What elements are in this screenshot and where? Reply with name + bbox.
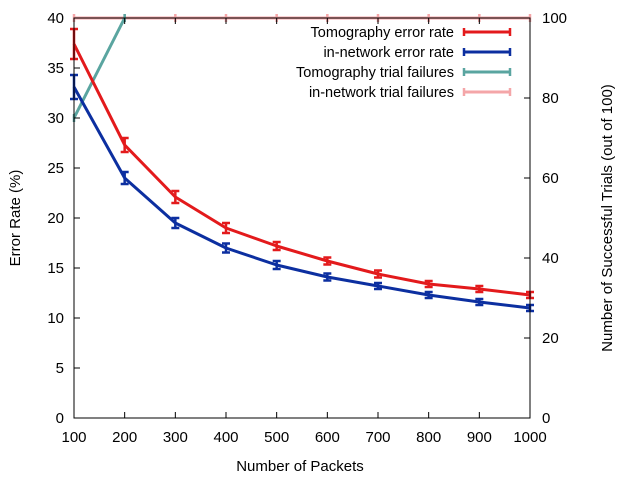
y-tick-label: 40: [47, 10, 64, 27]
data-point: [323, 256, 332, 266]
series-line: [72, 43, 531, 297]
x-axis-title: Number of Packets: [236, 458, 364, 475]
data-point: [424, 290, 433, 300]
x-tick-label: 800: [416, 429, 441, 446]
y-tick-label: 5: [56, 360, 64, 377]
data-point: [120, 170, 129, 186]
data-point: [272, 259, 281, 271]
data-point: [424, 279, 433, 289]
axis-ticks: 100 200 300 400 500 600 700 800 900 1000051015202…: [47, 10, 567, 446]
y2-tick-label: 80: [542, 90, 559, 107]
legend: Tomography error rate in-network error ra…: [296, 25, 512, 101]
data-point: [222, 221, 230, 235]
y2-axis-title: Number of Successful Trials (out of 100): [599, 84, 616, 352]
y-tick-label: 35: [47, 60, 64, 77]
series-line: [72, 86, 531, 310]
y-tick-label: 0: [56, 410, 64, 427]
y-tick-label: 25: [47, 160, 64, 177]
y2-tick-label: 20: [542, 330, 559, 347]
data-point: [374, 269, 382, 279]
data-point: [323, 272, 332, 282]
y2-tick-label: 60: [542, 170, 559, 187]
y2-tick-label: 40: [542, 250, 559, 267]
x-tick-label: 400: [213, 429, 238, 446]
y-tick-label: 10: [47, 310, 64, 327]
y-axis-title: Error Rate (%): [7, 170, 24, 267]
x-tick-label: 200: [112, 429, 137, 446]
x-tick-label: 700: [365, 429, 390, 446]
plot-marks: [70, 14, 534, 313]
x-tick-label: 300: [163, 429, 188, 446]
y-tick-label: 30: [47, 110, 64, 127]
data-point: [171, 189, 180, 205]
legend-label: in-network error rate: [323, 45, 454, 61]
data-point: [171, 216, 180, 230]
legend-label: in-network trial failures: [309, 85, 454, 101]
legend-label: Tomography trial failures: [296, 65, 454, 81]
data-point: [120, 136, 129, 154]
x-tick-label: 1000: [513, 429, 546, 446]
x-tick-label: 600: [315, 429, 340, 446]
data-point: [272, 240, 281, 252]
data-point: [475, 284, 484, 294]
x-tick-label: 100: [61, 429, 86, 446]
y-tick-label: 15: [47, 260, 64, 277]
data-point: [374, 281, 382, 291]
data-point: [475, 297, 484, 307]
y2-tick-label: 100: [542, 10, 567, 27]
x-tick-label: 900: [467, 429, 492, 446]
y-tick-label: 20: [47, 210, 64, 227]
data-point: [222, 242, 230, 254]
legend-label: Tomography error rate: [311, 25, 454, 41]
x-tick-label: 500: [264, 429, 289, 446]
series-2: [72, 14, 127, 122]
series-1: [70, 73, 534, 313]
y2-tick-label: 0: [542, 410, 550, 427]
